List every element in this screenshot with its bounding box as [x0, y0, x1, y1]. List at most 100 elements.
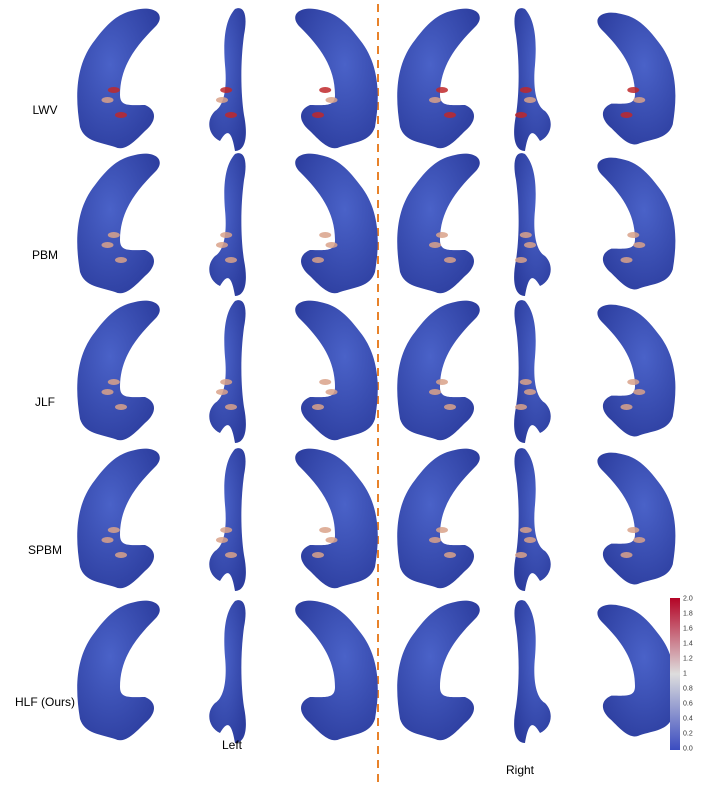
error-spot [627, 232, 639, 238]
column-label: Right [506, 763, 534, 777]
error-spot [524, 389, 536, 395]
row-label: SPBM [28, 543, 62, 557]
surface [514, 600, 551, 743]
error-spot [429, 242, 441, 248]
surface [295, 9, 378, 149]
surface [77, 9, 160, 149]
error-spot [312, 257, 324, 263]
row-label: PBM [32, 248, 58, 262]
error-spot [326, 242, 338, 248]
error-spot [520, 527, 532, 533]
error-spot [115, 112, 127, 118]
error-spot [515, 112, 527, 118]
error-spot [326, 97, 338, 103]
surface [295, 601, 378, 741]
error-spot [515, 552, 527, 558]
error-spot [444, 112, 456, 118]
error-spot [220, 87, 232, 93]
surface [77, 601, 160, 741]
error-spot [633, 242, 645, 248]
surface [209, 300, 246, 443]
error-spot [312, 404, 324, 410]
error-spot [220, 379, 232, 385]
surface [397, 9, 480, 149]
surface [597, 158, 675, 290]
error-spot [319, 232, 331, 238]
error-spot [225, 552, 237, 558]
surface [209, 8, 246, 151]
error-spot [436, 232, 448, 238]
error-spot [225, 404, 237, 410]
surface [597, 453, 675, 585]
error-spot [515, 257, 527, 263]
colorbar-tick-label: 0.0 [683, 746, 693, 753]
error-spot [108, 232, 120, 238]
error-spot [102, 97, 114, 103]
error-spot [319, 527, 331, 533]
surface [397, 154, 480, 294]
error-spot [515, 404, 527, 410]
error-spot [108, 87, 120, 93]
surface [597, 305, 675, 437]
error-spot [429, 389, 441, 395]
error-spot [627, 379, 639, 385]
colorbar-tick-label: 0.2 [683, 731, 693, 738]
error-spot [621, 257, 633, 263]
error-spot [524, 242, 536, 248]
error-spot [444, 404, 456, 410]
colorbar-tick-label: 0.6 [683, 701, 693, 708]
error-spot [326, 537, 338, 543]
surface [295, 449, 378, 589]
surface [77, 449, 160, 589]
figure-graphics [0, 0, 709, 787]
error-spot [312, 112, 324, 118]
surface [597, 605, 675, 737]
surface [397, 449, 480, 589]
error-spot [633, 97, 645, 103]
colorbar-tick-label: 0.8 [683, 686, 693, 693]
error-spot [520, 87, 532, 93]
error-spot [216, 537, 228, 543]
surface [514, 153, 551, 296]
error-spot [102, 242, 114, 248]
error-spot [436, 379, 448, 385]
error-spot [115, 257, 127, 263]
surface [514, 448, 551, 591]
error-spot [220, 527, 232, 533]
surface [397, 301, 480, 441]
error-spot [633, 389, 645, 395]
error-spot [429, 537, 441, 543]
error-spot [524, 97, 536, 103]
surfaces [77, 8, 675, 743]
surface [397, 601, 480, 741]
error-spot [520, 379, 532, 385]
colorbar-tick-label: 1.2 [683, 656, 693, 663]
surface [209, 600, 246, 743]
error-spot [621, 552, 633, 558]
figure: LWVPBMJLFSPBMHLF (Ours)LeftRight2.01.81.… [0, 0, 709, 787]
row-label: JLF [35, 395, 55, 409]
surface [597, 13, 675, 145]
error-spot [108, 527, 120, 533]
surface [514, 8, 551, 151]
error-spot [225, 112, 237, 118]
error-spot [429, 97, 441, 103]
surface [295, 154, 378, 294]
surface [77, 301, 160, 441]
error-spot [520, 232, 532, 238]
colorbar-tick-label: 1.8 [683, 611, 693, 618]
error-spot [524, 537, 536, 543]
error-spot [225, 257, 237, 263]
error-spot [436, 87, 448, 93]
row-label: HLF (Ours) [15, 695, 75, 709]
error-spot [102, 389, 114, 395]
error-spot [319, 379, 331, 385]
colorbar-tick-label: 1.4 [683, 641, 693, 648]
surface [514, 300, 551, 443]
surface [209, 448, 246, 591]
error-spot [621, 112, 633, 118]
colorbar [670, 598, 680, 750]
error-spot [312, 552, 324, 558]
colorbar-tick-label: 2.0 [683, 596, 693, 603]
error-spot [220, 232, 232, 238]
